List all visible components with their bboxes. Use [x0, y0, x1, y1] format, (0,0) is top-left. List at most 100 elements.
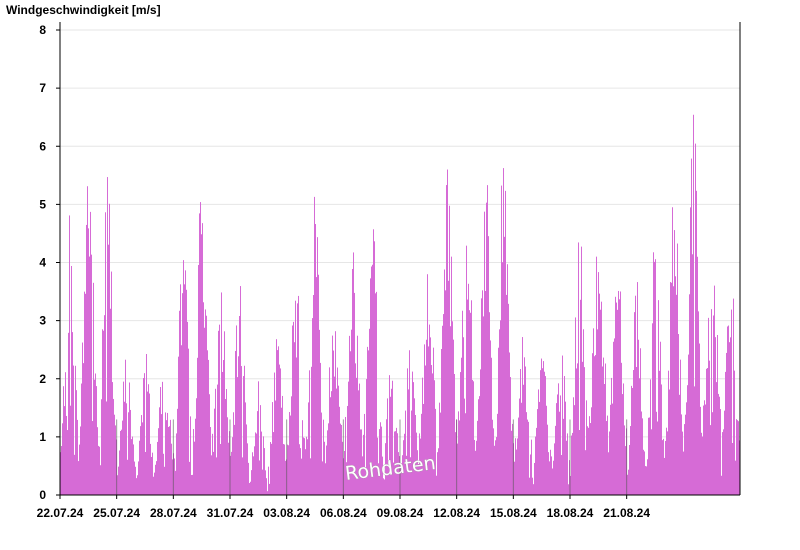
- wind-speed-bar: [510, 377, 511, 495]
- wind-speed-bar: [623, 383, 624, 495]
- wind-speed-bar: [101, 399, 102, 495]
- wind-speed-bar: [722, 432, 723, 495]
- wind-speed-bar: [339, 406, 340, 495]
- wind-speed-bar: [315, 224, 316, 495]
- wind-speed-bar: [253, 456, 254, 495]
- wind-speed-bar: [540, 370, 541, 495]
- wind-speed-bar: [186, 289, 187, 495]
- wind-speed-bar: [686, 402, 687, 495]
- wind-speed-bar: [498, 347, 499, 495]
- wind-speed-bar: [716, 382, 717, 495]
- wind-speed-bar: [225, 399, 226, 495]
- wind-speed-bar: [484, 211, 485, 495]
- wind-speed-bar: [183, 260, 184, 495]
- wind-speed-bar: [657, 421, 658, 495]
- wind-speed-bar: [419, 433, 420, 495]
- wind-speed-bar: [709, 360, 710, 495]
- wind-speed-bar: [290, 415, 291, 495]
- wind-speed-bar: [298, 295, 299, 495]
- wind-speed-bar: [68, 332, 69, 495]
- wind-speed-bar: [122, 420, 123, 495]
- wind-speed-bar: [172, 459, 173, 495]
- wind-speed-bar: [586, 400, 587, 495]
- wind-speed-bar: [732, 443, 733, 495]
- wind-speed-bar: [312, 318, 313, 495]
- wind-speed-bar: [431, 365, 432, 495]
- wind-speed-bar: [736, 419, 737, 495]
- wind-speed-bar: [420, 438, 421, 495]
- wind-speed-bar: [491, 357, 492, 495]
- wind-speed-bar: [535, 436, 536, 495]
- wind-speed-bar: [542, 368, 543, 495]
- wind-speed-bar: [494, 445, 495, 495]
- wind-speed-bar: [340, 423, 341, 495]
- wind-speed-bar: [329, 367, 330, 495]
- wind-speed-bar: [341, 424, 342, 495]
- wind-speed-bar: [646, 466, 647, 495]
- wind-speed-bar: [501, 185, 502, 496]
- wind-speed-bar: [665, 440, 666, 495]
- wind-speed-bar: [558, 383, 559, 495]
- wind-speed-bar: [439, 402, 440, 495]
- wind-speed-bar: [362, 456, 363, 495]
- wind-speed-bar: [95, 373, 96, 495]
- wind-speed-bar: [309, 370, 310, 495]
- wind-speed-bar: [300, 448, 301, 495]
- wind-speed-bar: [182, 293, 183, 495]
- wind-speed-bar: [525, 366, 526, 495]
- wind-speed-bar: [84, 291, 85, 495]
- wind-speed-bar: [310, 458, 311, 495]
- wind-speed-bar: [263, 436, 264, 495]
- wind-speed-bar: [293, 321, 294, 495]
- y-tick-label: 4: [39, 256, 46, 270]
- wind-speed-bar: [233, 412, 234, 495]
- wind-speed-bar: [236, 325, 237, 495]
- wind-speed-bar: [117, 475, 118, 495]
- wind-speed-bar: [579, 430, 580, 495]
- wind-speed-bar: [140, 426, 141, 495]
- wind-speed-bar: [307, 439, 308, 495]
- wind-speed-bar: [550, 449, 551, 495]
- wind-speed-bar: [729, 342, 730, 495]
- wind-speed-bar: [559, 411, 560, 495]
- wind-speed-bar: [373, 229, 374, 495]
- wind-speed-bar: [519, 398, 520, 495]
- wind-speed-bar: [660, 341, 661, 495]
- wind-speed-bar: [587, 426, 588, 495]
- wind-speed-bar: [659, 370, 660, 495]
- wind-speed-bar: [712, 412, 713, 495]
- wind-speed-bar: [357, 335, 358, 495]
- wind-speed-bar: [463, 337, 464, 495]
- wind-speed-bar: [477, 420, 478, 495]
- wind-speed-bar: [371, 266, 372, 495]
- wind-speed-bar: [198, 264, 199, 495]
- wind-speed-bar: [442, 325, 443, 495]
- wind-speed-bar: [701, 432, 702, 495]
- wind-speed-bar: [132, 436, 133, 495]
- wind-speed-bar: [299, 444, 300, 495]
- wind-speed-bar: [134, 461, 135, 495]
- wind-speed-bar: [363, 434, 364, 495]
- wind-speed-bar: [265, 470, 266, 495]
- wind-speed-bar: [217, 384, 218, 495]
- wind-speed-bar: [543, 361, 544, 495]
- wind-speed-bar: [369, 328, 370, 495]
- wind-speed-bar: [297, 303, 298, 495]
- wind-speed-bar: [711, 309, 712, 495]
- wind-speed-bar: [452, 321, 453, 495]
- wind-speed-bar: [414, 398, 415, 495]
- wind-speed-bar: [673, 286, 674, 495]
- wind-speed-bar: [529, 477, 530, 495]
- wind-speed-bar: [378, 463, 379, 495]
- wind-speed-bar: [210, 427, 211, 495]
- wind-speed-bar: [106, 401, 107, 495]
- wind-speed-bar: [446, 185, 447, 495]
- wind-speed-bar: [500, 320, 501, 495]
- wind-speed-bar: [311, 366, 312, 495]
- wind-speed-bar: [97, 427, 98, 495]
- wind-speed-bar: [421, 413, 422, 495]
- wind-speed-bar: [428, 346, 429, 495]
- wind-speed-bar: [693, 114, 694, 496]
- wind-speed-bar: [254, 446, 255, 495]
- wind-speed-bar: [404, 433, 405, 495]
